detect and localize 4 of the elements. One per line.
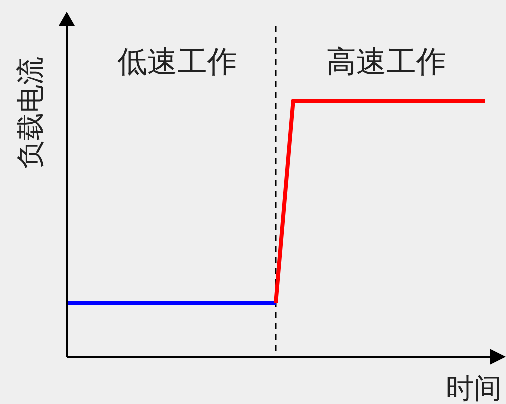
x-axis-title: 时间 <box>446 372 502 404</box>
text: 高速工作 <box>326 45 446 80</box>
text: 低速工作 <box>118 45 238 80</box>
y-axis-title: 负载电流 <box>14 57 47 169</box>
